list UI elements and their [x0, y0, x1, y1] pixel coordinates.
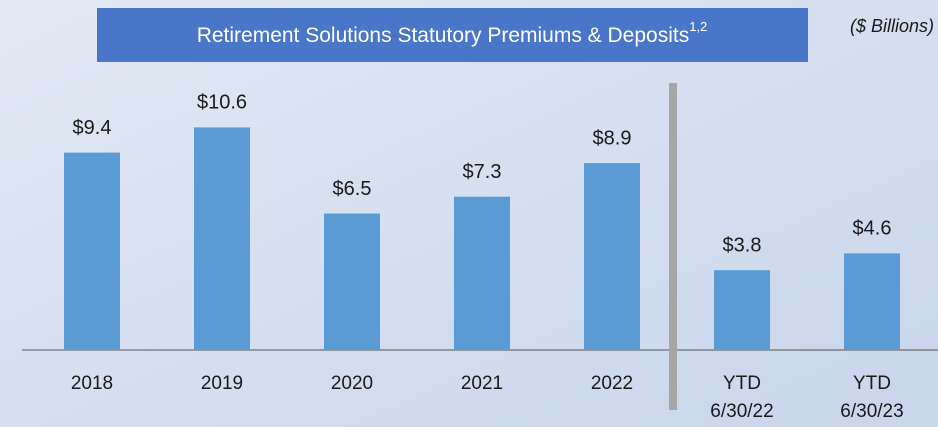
- x-tick-label: YTD 6/30/23: [840, 373, 903, 422]
- x-tick-label: YTD 6/30/22: [710, 373, 773, 422]
- bar: [454, 196, 510, 350]
- title-superscript: 1,2: [689, 19, 707, 34]
- x-tick-label: 2020: [331, 373, 373, 394]
- title-text: Retirement Solutions Statutory Premiums …: [197, 24, 690, 47]
- x-tick-line: 6/30/22: [710, 401, 773, 422]
- data-label: $3.8: [723, 234, 762, 256]
- data-label: $7.3: [463, 161, 502, 183]
- data-label: $10.6: [197, 92, 247, 114]
- title-box: [97, 8, 808, 62]
- bar: [714, 270, 770, 350]
- x-tick-line: 6/30/23: [840, 401, 903, 422]
- x-tick-line: YTD: [853, 373, 891, 394]
- x-tick-label: 2022: [591, 373, 633, 394]
- chart-title: Retirement Solutions Statutory Premiums …: [197, 19, 708, 46]
- data-label: $6.5: [333, 178, 372, 200]
- x-tick-label: 2019: [201, 373, 243, 394]
- units-label: ($ Billions): [850, 16, 934, 36]
- bar: [844, 253, 900, 350]
- bar: [64, 152, 120, 350]
- x-tick-label: 2018: [71, 373, 113, 394]
- bar: [584, 163, 640, 350]
- x-tick-label: 2021: [461, 373, 503, 394]
- x-tick-line: YTD: [723, 373, 761, 394]
- divider: [669, 83, 677, 410]
- data-label: $9.4: [73, 117, 112, 139]
- data-label: $4.6: [853, 218, 892, 240]
- data-label: $8.9: [593, 127, 632, 149]
- bar: [324, 213, 380, 350]
- bar: [194, 127, 250, 351]
